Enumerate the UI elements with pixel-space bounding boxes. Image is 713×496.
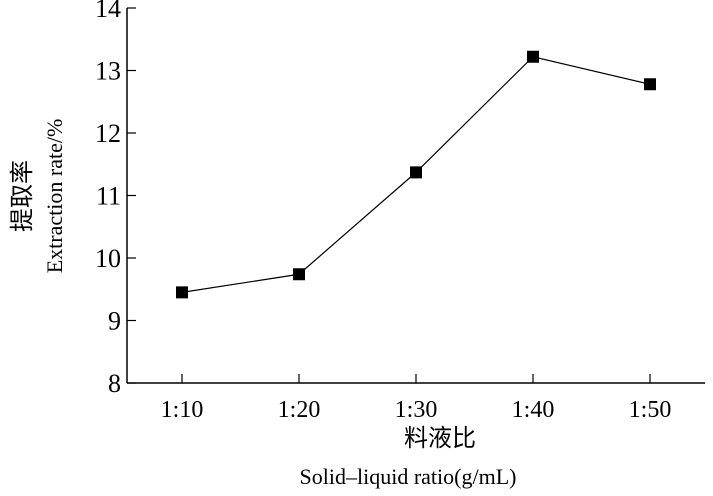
x-tick-label: 1:10 xyxy=(161,397,204,423)
y-tick-label: 14 xyxy=(95,0,121,23)
data-point-marker xyxy=(293,268,305,281)
y-axis-label: Extraction rate/% xyxy=(42,119,67,274)
data-point-marker xyxy=(644,78,656,91)
x-axis-label: Solid–liquid ratio(g/mL) xyxy=(300,464,517,489)
x-tick-label: 1:40 xyxy=(512,397,555,423)
y-tick-label: 8 xyxy=(108,369,121,398)
y-tick-label: 9 xyxy=(108,307,121,336)
y-tick-label: 11 xyxy=(96,182,121,211)
y-tick-label: 12 xyxy=(95,119,121,148)
x-tick-label: 1:20 xyxy=(278,397,321,423)
data-point-marker xyxy=(176,286,188,299)
data-point-marker xyxy=(527,50,539,63)
y-tick-label: 10 xyxy=(95,244,121,273)
x-tick-label: 1:30 xyxy=(395,397,438,423)
x-tick-label: 1:50 xyxy=(629,397,672,423)
y-axis-label-cn: 提取率 xyxy=(9,160,36,232)
y-tick-label: 13 xyxy=(95,57,121,86)
data-point-marker xyxy=(410,166,422,179)
x-axis-label-cn: 料液比 xyxy=(404,425,476,452)
